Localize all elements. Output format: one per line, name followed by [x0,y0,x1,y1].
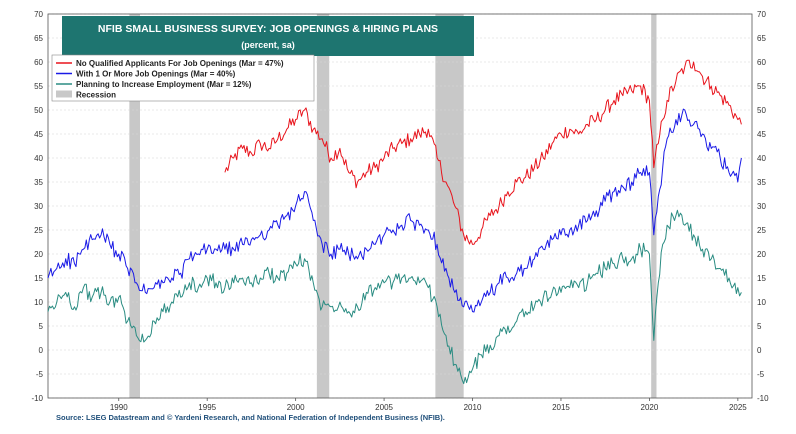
y-tick-label-right: 70 [757,10,766,19]
legend-label: No Qualified Applicants For Job Openings… [76,59,284,68]
y-tick-label-right: 40 [757,154,766,163]
x-tick-label: 2025 [729,403,747,412]
y-tick-label-right: 15 [757,274,766,283]
y-tick-label: 0 [39,346,44,355]
y-tick-label-right: 45 [757,130,766,139]
x-tick-label: 2005 [375,403,393,412]
y-tick-label-right: 25 [757,226,766,235]
legend-label: Recession [76,91,116,100]
x-tick-label: 1995 [198,403,216,412]
y-tick-label-right: 35 [757,178,766,187]
series-line [224,59,742,245]
y-axis-left: -10 -5 0 5 10 15 20 25 30 35 40 45 50 55 60 65 70 [31,10,43,403]
legend-label: With 1 Or More Job Openings (Mar = 40%) [76,70,236,79]
legend-label: Planning to Increase Employment (Mar = 1… [76,80,252,89]
y-tick-label-right: 50 [757,106,766,115]
chart-subtitle: (percent, sa) [241,40,295,50]
y-tick-label: 45 [34,130,43,139]
y-tick-label-right: 65 [757,34,766,43]
y-tick-label: -5 [36,370,44,379]
y-tick-label-right: 5 [757,322,762,331]
y-tick-label-right: -10 [757,394,769,403]
recession-band [129,14,140,398]
chart-title: NFIB SMALL BUSINESS SURVEY: JOB OPENINGS… [98,23,438,35]
y-tick-label: 5 [39,322,44,331]
y-tick-label: 40 [34,154,43,163]
y-tick-label: 60 [34,58,43,67]
y-tick-label-right: 0 [757,346,762,355]
y-tick-label: 50 [34,106,43,115]
legend-swatch [56,90,72,98]
series-lines [47,59,742,385]
x-tick-label: 2020 [641,403,659,412]
y-tick-label: 30 [34,202,43,211]
plot-frame [47,13,753,399]
y-tick-label-right: 20 [757,250,766,259]
title-box: NFIB SMALL BUSINESS SURVEY: JOB OPENINGS… [62,16,474,56]
legend: No Qualified Applicants For Job Openings… [51,54,315,102]
y-tick-label-right: 60 [757,58,766,67]
y-tick-label-right: 10 [757,298,766,307]
y-tick-label: 55 [34,82,43,91]
series-line [47,209,742,385]
x-tick-label: 2000 [287,403,305,412]
y-tick-label-right: 55 [757,82,766,91]
y-tick-label: 70 [34,10,43,19]
x-tick-label: 2010 [464,403,482,412]
y-tick-label: 65 [34,34,43,43]
y-tick-label: 25 [34,226,43,235]
x-tick-label: 1990 [110,403,128,412]
y-tick-label: 20 [34,250,43,259]
recession-band [316,14,330,398]
y-tick-label: 10 [34,298,43,307]
source-note: Source: LSEG Datastream and © Yardeni Re… [56,413,445,422]
y-tick-label: 15 [34,274,43,283]
y-tick-label: -10 [31,394,43,403]
y-axis-right: -10 -5 0 5 10 15 20 25 30 35 40 45 50 55 60 65 70 [757,10,769,403]
x-axis: 1990 1995 2000 2005 2010 2015 2020 2025 [110,398,747,412]
y-tick-label: 35 [34,178,43,187]
series-line [47,108,742,313]
y-tick-label-right: 30 [757,202,766,211]
y-tick-label-right: -5 [757,370,765,379]
x-tick-label: 2015 [552,403,570,412]
